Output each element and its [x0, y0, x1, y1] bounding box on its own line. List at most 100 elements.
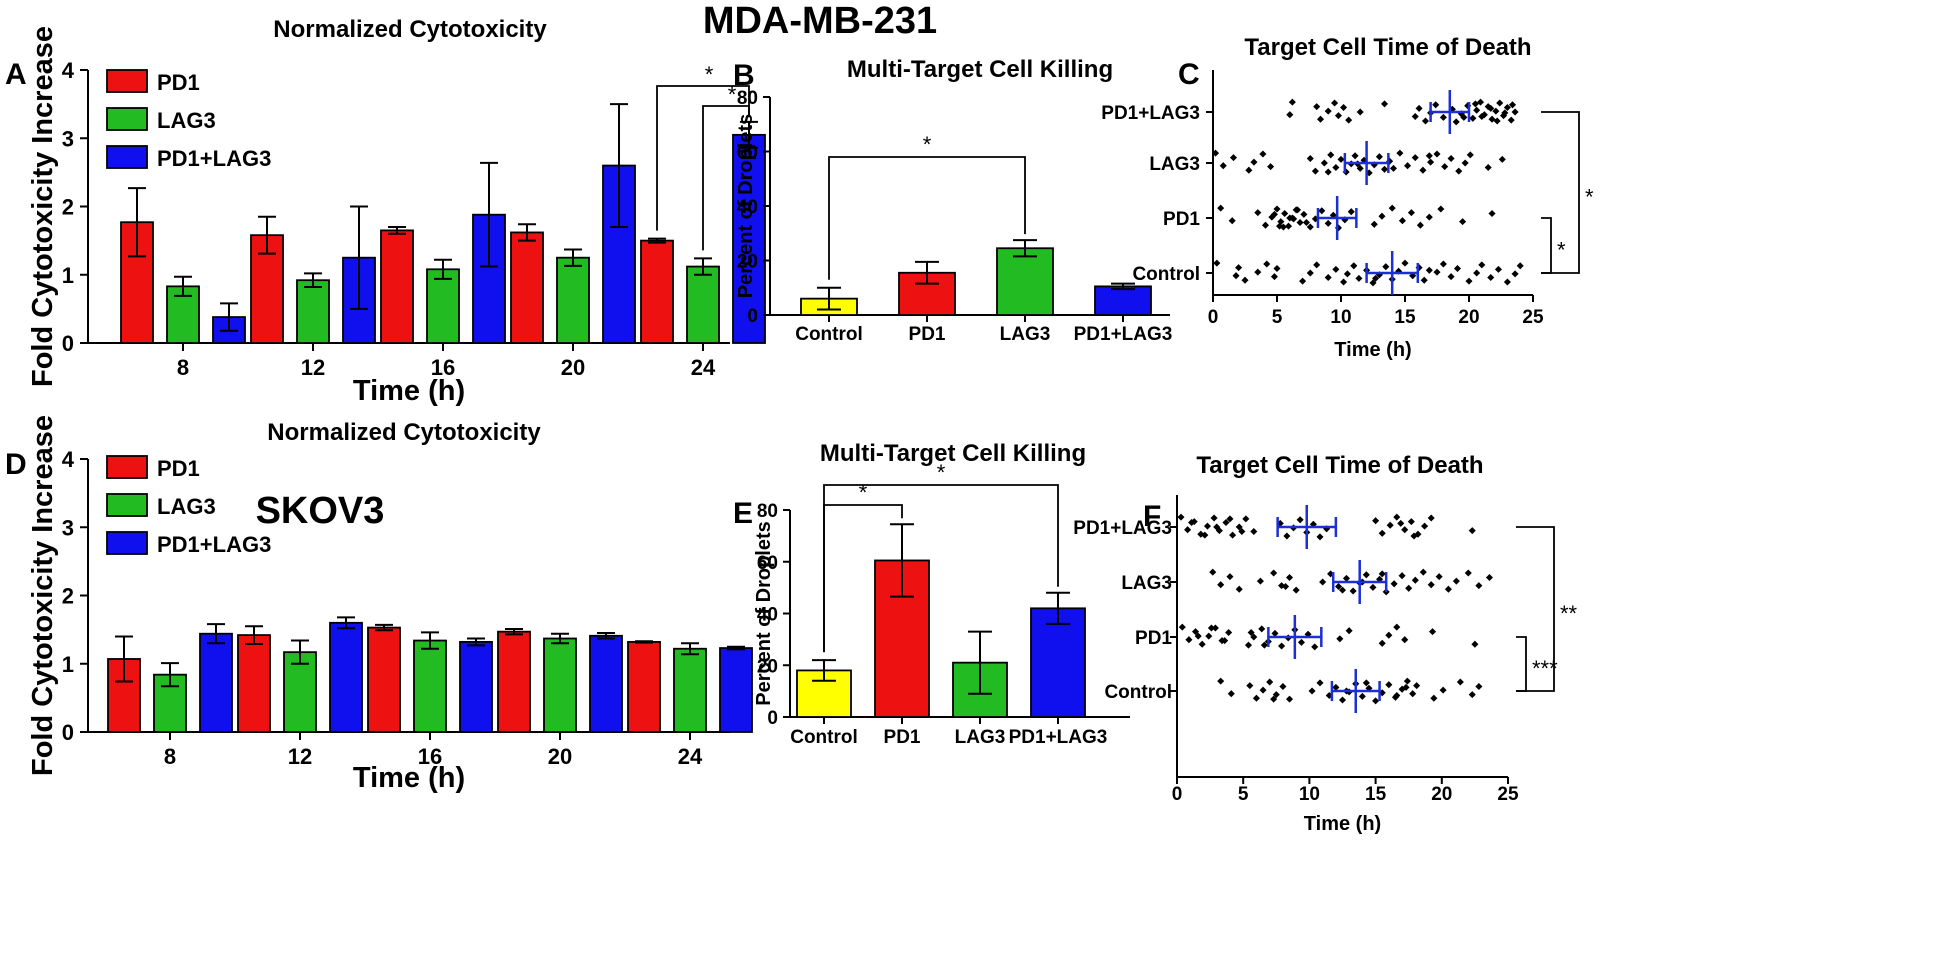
y-tick-label: 0 [747, 306, 758, 327]
data-point [1331, 99, 1339, 107]
bar-pd1-lag3-12 [329, 621, 363, 733]
data-point [1439, 260, 1447, 268]
x-tick-label: 0 [1208, 307, 1219, 328]
significance-bracket [1516, 526, 1555, 692]
bar-pd1-lag3 [1030, 607, 1086, 718]
y-axis-label: Fold Cytotoxicity Increase [27, 26, 59, 387]
data-point [1185, 636, 1193, 644]
y-tick-label: 4 [62, 447, 75, 472]
panel-b: B Multi-Target Cell Killing 0 20 40 60 80 Perce… [733, 56, 1172, 345]
data-point [1362, 571, 1370, 579]
data-point [1296, 516, 1304, 524]
data-point [1407, 518, 1415, 526]
data-point [1468, 527, 1476, 535]
significance-marker: * [1585, 185, 1594, 210]
x-tick-label: 8 [164, 744, 176, 769]
data-point [1229, 531, 1237, 539]
data-point [1411, 154, 1419, 162]
data-point [1229, 154, 1238, 162]
data-point [1332, 265, 1340, 273]
significance-bracket [702, 105, 750, 251]
y-group-label: PD1 [1135, 628, 1172, 649]
data-point [1404, 162, 1412, 170]
data-point [1217, 204, 1225, 212]
data-point [1350, 262, 1358, 270]
data-point [1390, 580, 1398, 588]
y-tick-label: 4 [62, 58, 75, 83]
legend-label: PD1 [157, 456, 200, 481]
data-point [1465, 277, 1473, 285]
data-point [1336, 635, 1344, 643]
data-point [1372, 517, 1380, 525]
data-point [1334, 112, 1342, 120]
data-point [1299, 277, 1307, 285]
data-point [1254, 268, 1262, 276]
legend-swatch-pd1-lag3 [106, 531, 148, 555]
y-tick-label: 20 [737, 252, 758, 273]
bar-lag3-20 [556, 256, 590, 344]
data-point [1411, 112, 1419, 121]
legend-label: PD1+LAG3 [157, 532, 271, 557]
data-point [1427, 514, 1435, 522]
data-point [1461, 159, 1469, 167]
y-tick-label: 40 [737, 197, 758, 218]
data-point [1320, 159, 1328, 167]
data-point [1286, 111, 1294, 119]
bar-pd1-lag3-8 [199, 632, 233, 733]
data-point [1425, 266, 1433, 274]
data-point [1397, 519, 1405, 527]
x-tick-label: 16 [418, 744, 442, 769]
data-point [1473, 269, 1481, 277]
data-point [1286, 573, 1294, 582]
data-point [1459, 218, 1467, 226]
legend-swatch-pd1 [106, 455, 148, 479]
data-point [1388, 204, 1396, 212]
data-point [1241, 276, 1249, 284]
significance-marker: * [923, 132, 932, 157]
x-tick-label: 12 [301, 355, 325, 380]
data-point [1369, 583, 1377, 591]
x-tick-label: 15 [1394, 307, 1416, 328]
significance-bracket [656, 85, 750, 231]
bar-pd1-lag3-24 [719, 647, 753, 733]
data-point [1503, 278, 1511, 286]
data-point [1252, 694, 1260, 702]
significance-marker: * [705, 62, 714, 87]
data-point [1318, 207, 1326, 215]
y-tick-label: 3 [62, 515, 74, 540]
y-axis-label: Percent of Droplets [753, 521, 775, 705]
data-point [1473, 106, 1481, 114]
significance-bracket [828, 156, 1026, 280]
data-point [1421, 117, 1430, 125]
data-point [1439, 686, 1447, 694]
data-point [1382, 263, 1390, 271]
data-point [1281, 209, 1289, 218]
data-point [1244, 641, 1253, 649]
y-tick-label: 20 [757, 656, 778, 677]
data-point [1300, 210, 1308, 218]
panel-c: C Target Cell Time of Death 0 5 10 15 20 25 Time… [1101, 34, 1594, 361]
x-axis-label: Time (h) [1304, 813, 1381, 835]
data-point [1405, 584, 1413, 592]
y-axis-label: Fold Cytotoxicity Increase [27, 415, 59, 776]
data-point [1401, 636, 1409, 644]
chart-title: Multi-Target Cell Killing [820, 440, 1086, 467]
x-tick-label: 25 [1522, 307, 1544, 328]
data-point [1427, 158, 1435, 166]
bar-pd1-12 [237, 634, 271, 733]
data-point [1296, 218, 1304, 227]
data-point [1484, 163, 1492, 172]
data-point [1398, 217, 1406, 225]
panel-letter: F [1143, 500, 1161, 533]
x-tick-label: 0 [1172, 784, 1183, 805]
data-point [1297, 638, 1305, 646]
data-point [1209, 568, 1217, 576]
data-point [1411, 576, 1419, 584]
data-point [1430, 694, 1438, 702]
data-point [1286, 695, 1294, 703]
figure-title-top: MDA-MB-231 [703, 0, 937, 42]
data-point [1324, 107, 1332, 115]
data-point [1401, 259, 1409, 267]
data-point [1340, 103, 1348, 112]
